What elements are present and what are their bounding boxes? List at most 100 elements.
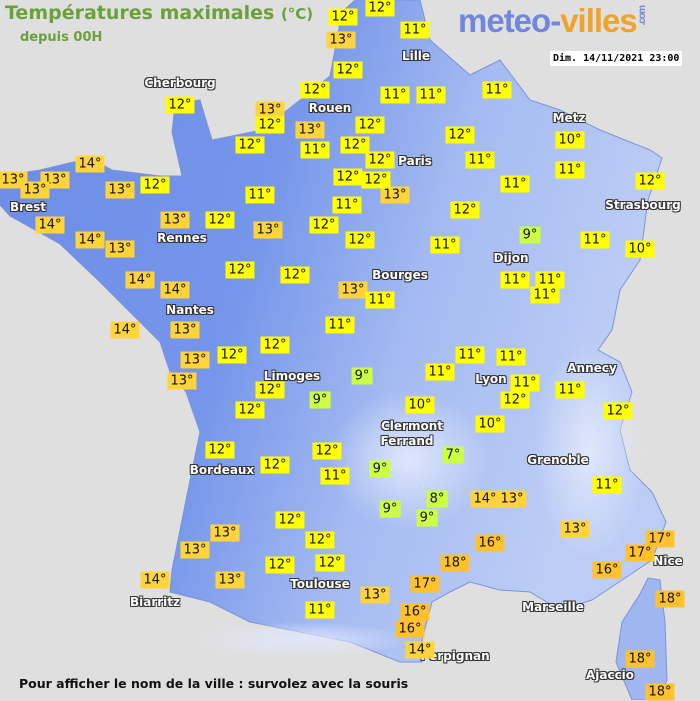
temperature-marker[interactable]: 11°: [530, 286, 560, 304]
temperature-marker[interactable]: 11°: [365, 291, 395, 309]
temperature-marker[interactable]: 13°: [360, 586, 390, 604]
temperature-marker[interactable]: 12°: [603, 402, 633, 420]
temperature-marker[interactable]: 12°: [165, 96, 195, 114]
temperature-marker[interactable]: 13°: [295, 121, 325, 139]
temperature-marker[interactable]: 16°: [395, 620, 425, 638]
temperature-marker[interactable]: 12°: [280, 266, 310, 284]
temperature-marker[interactable]: 11°: [332, 196, 362, 214]
temperature-marker[interactable]: 11°: [535, 271, 565, 289]
temperature-marker[interactable]: 11°: [510, 374, 540, 392]
temperature-marker[interactable]: 10°: [555, 131, 585, 149]
temperature-marker[interactable]: 12°: [365, 151, 395, 169]
temperature-marker[interactable]: 11°: [245, 186, 275, 204]
temperature-marker[interactable]: 16°: [475, 534, 505, 552]
temperature-marker[interactable]: 13°: [253, 221, 283, 239]
temperature-marker[interactable]: 12°: [328, 8, 358, 26]
temperature-marker[interactable]: 12°: [255, 381, 285, 399]
temperature-marker[interactable]: 14°: [160, 281, 190, 299]
temperature-marker[interactable]: 14°: [470, 490, 500, 508]
temperature-marker[interactable]: 17°: [410, 575, 440, 593]
temperature-marker[interactable]: 16°: [592, 561, 622, 579]
temperature-marker[interactable]: 10°: [405, 396, 435, 414]
temperature-marker[interactable]: 13°: [170, 321, 200, 339]
temperature-marker[interactable]: 11°: [496, 348, 526, 366]
temperature-marker[interactable]: 7°: [442, 446, 464, 464]
temperature-marker[interactable]: 11°: [455, 346, 485, 364]
temperature-marker[interactable]: 12°: [361, 171, 391, 189]
temperature-marker[interactable]: 11°: [425, 363, 455, 381]
temperature-marker[interactable]: 14°: [125, 271, 155, 289]
temperature-marker[interactable]: 9°: [379, 500, 401, 518]
temperature-marker[interactable]: 13°: [560, 520, 590, 538]
temperature-marker[interactable]: 13°: [380, 186, 410, 204]
temperature-marker[interactable]: 13°: [497, 490, 527, 508]
temperature-marker[interactable]: 14°: [75, 155, 105, 173]
temperature-marker[interactable]: 16°: [400, 603, 430, 621]
temperature-marker[interactable]: 11°: [430, 236, 460, 254]
temperature-marker[interactable]: 11°: [416, 86, 446, 104]
temperature-marker[interactable]: 9°: [416, 509, 438, 527]
temperature-marker[interactable]: 14°: [140, 571, 170, 589]
temperature-marker[interactable]: 12°: [140, 176, 170, 194]
temperature-marker[interactable]: 13°: [338, 281, 368, 299]
temperature-marker[interactable]: 12°: [235, 136, 265, 154]
temperature-marker[interactable]: 9°: [351, 367, 373, 385]
temperature-marker[interactable]: 13°: [167, 372, 197, 390]
temperature-marker[interactable]: 12°: [275, 511, 305, 529]
temperature-marker[interactable]: 10°: [625, 240, 655, 258]
temperature-marker[interactable]: 12°: [333, 61, 363, 79]
temperature-marker[interactable]: 18°: [625, 650, 655, 668]
temperature-marker[interactable]: 12°: [500, 391, 530, 409]
temperature-marker[interactable]: 12°: [365, 0, 395, 17]
temperature-marker[interactable]: 9°: [519, 226, 541, 244]
temperature-marker[interactable]: 8°: [426, 490, 448, 508]
temperature-marker[interactable]: 12°: [305, 531, 335, 549]
temperature-marker[interactable]: 18°: [440, 554, 470, 572]
temperature-marker[interactable]: 11°: [500, 271, 530, 289]
temperature-marker[interactable]: 11°: [555, 381, 585, 399]
temperature-marker[interactable]: 12°: [309, 216, 339, 234]
temperature-marker[interactable]: 13°: [210, 524, 240, 542]
temperature-marker[interactable]: 14°: [75, 231, 105, 249]
temperature-marker[interactable]: 12°: [235, 401, 265, 419]
temperature-marker[interactable]: 13°: [215, 571, 245, 589]
temperature-marker[interactable]: 12°: [300, 81, 330, 99]
temperature-marker[interactable]: 11°: [592, 476, 622, 494]
temperature-marker[interactable]: 12°: [315, 554, 345, 572]
temperature-marker[interactable]: 12°: [450, 201, 480, 219]
temperature-marker[interactable]: 12°: [345, 231, 375, 249]
temperature-marker[interactable]: 12°: [217, 346, 247, 364]
temperature-marker[interactable]: 12°: [635, 172, 665, 190]
temperature-marker[interactable]: 11°: [305, 601, 335, 619]
temperature-marker[interactable]: 11°: [300, 141, 330, 159]
temperature-marker[interactable]: 13°: [160, 211, 190, 229]
temperature-marker[interactable]: 18°: [645, 683, 675, 701]
temperature-marker[interactable]: 13°: [105, 181, 135, 199]
temperature-marker[interactable]: 11°: [325, 316, 355, 334]
temperature-marker[interactable]: 18°: [655, 590, 685, 608]
temperature-marker[interactable]: 12°: [260, 456, 290, 474]
temperature-marker[interactable]: 12°: [355, 116, 385, 134]
meteo-villes-logo[interactable]: meteo-villes.com: [458, 2, 648, 40]
temperature-marker[interactable]: 14°: [405, 641, 435, 659]
temperature-marker[interactable]: 12°: [333, 168, 363, 186]
temperature-marker[interactable]: 11°: [580, 231, 610, 249]
temperature-marker[interactable]: 11°: [400, 21, 430, 39]
temperature-marker[interactable]: 11°: [482, 81, 512, 99]
temperature-marker[interactable]: 12°: [225, 261, 255, 279]
temperature-marker[interactable]: 12°: [205, 211, 235, 229]
temperature-marker[interactable]: 10°: [475, 415, 505, 433]
temperature-marker[interactable]: 12°: [255, 116, 285, 134]
temperature-marker[interactable]: 11°: [555, 161, 585, 179]
temperature-marker[interactable]: 12°: [312, 442, 342, 460]
temperature-marker[interactable]: 9°: [369, 460, 391, 478]
temperature-marker[interactable]: 14°: [35, 216, 65, 234]
temperature-marker[interactable]: 12°: [340, 136, 370, 154]
temperature-marker[interactable]: 12°: [265, 556, 295, 574]
temperature-marker[interactable]: 17°: [625, 544, 655, 562]
temperature-marker[interactable]: 13°: [180, 351, 210, 369]
temperature-marker[interactable]: 13°: [180, 541, 210, 559]
temperature-marker[interactable]: 12°: [205, 441, 235, 459]
temperature-marker[interactable]: 11°: [465, 151, 495, 169]
temperature-marker[interactable]: 17°: [645, 530, 675, 548]
